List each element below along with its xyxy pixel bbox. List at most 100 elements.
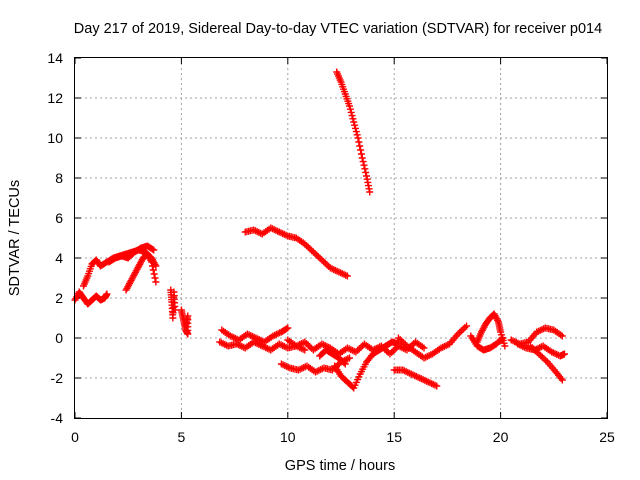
data-point [147,256,155,264]
data-point [303,340,311,348]
data-point [560,350,568,358]
data-point [306,245,314,253]
data-point [346,354,354,362]
data-point [356,142,364,150]
y-tick-label: 0 [55,330,63,346]
series-arc-21 [333,68,374,196]
x-tick-label: 0 [71,429,79,445]
data-point [148,262,156,270]
data-point [537,352,545,360]
data-point [357,150,365,158]
series-arc-1 [71,288,111,308]
y-tick-label: 10 [47,130,63,146]
data-point [558,332,566,340]
data-point [557,374,565,382]
data-point [171,306,179,314]
data-point [389,347,397,355]
y-tick-label: 6 [55,210,63,226]
data-point [355,138,363,146]
data-point [350,118,358,126]
y-axis-ticks: -4 -2 0 2 4 6 8 10 12 14 [47,50,607,426]
data-points [71,68,568,392]
y-tick-label: 4 [55,250,63,266]
y-tick-label: 12 [47,90,63,106]
data-point [366,188,374,196]
data-point [340,359,348,367]
y-tick-label: 2 [55,290,63,306]
data-point [463,322,471,330]
series-arc-16 [467,332,507,354]
data-point [457,327,465,335]
data-point [494,316,502,324]
data-point [346,105,354,113]
data-point [313,251,321,259]
data-point [400,339,408,347]
data-point [148,258,156,266]
series-arc-20 [241,224,351,280]
data-point [301,346,309,354]
data-point [352,128,360,136]
data-point [152,278,160,286]
data-point [351,124,359,132]
data-point [358,154,366,162]
series-arc-19 [526,342,566,384]
data-point [456,328,464,336]
data-point [318,256,326,264]
data-point [360,161,368,169]
x-tick-label: 20 [493,429,509,445]
x-tick-label: 15 [386,429,402,445]
data-point [311,250,319,258]
data-point [283,325,291,333]
data-point [461,324,469,332]
data-point [558,376,566,384]
data-point [323,261,331,269]
data-point [347,108,355,116]
data-point [284,324,292,332]
series-arc-7 [218,324,292,346]
data-point [354,134,362,142]
data-point [346,102,354,110]
data-point [341,360,349,368]
data-point [343,272,351,280]
data-point [501,342,509,350]
data-point [320,258,328,266]
data-point [420,344,428,352]
series-arc-11 [331,338,402,392]
data-point [314,253,322,261]
y-tick-label: 8 [55,170,63,186]
data-point [542,356,550,364]
data-point [150,270,158,278]
data-point [433,382,441,390]
data-point [354,346,362,354]
data-point [321,259,329,267]
data-point [357,146,365,154]
data-point [361,165,369,173]
data-point [497,335,505,343]
plot-frame [74,57,608,419]
data-point [353,131,361,139]
data-point [148,245,156,253]
data-point [151,274,159,282]
data-point [359,158,367,166]
data-point [150,246,158,254]
data-point [349,115,357,123]
data-point [182,322,190,330]
series-arc-4 [105,242,158,266]
data-point [304,243,312,251]
data-point [149,266,157,274]
y-tick-label: -2 [51,370,64,386]
x-axis-label: GPS time / hours [285,458,395,474]
data-point [316,254,324,262]
data-point [362,168,370,176]
x-tick-label: 10 [280,429,296,445]
data-point [538,353,546,361]
y-tick-label: -4 [51,410,64,426]
x-tick-label: 5 [178,429,186,445]
data-point [309,248,317,256]
data-point [351,121,359,129]
data-point [103,290,111,298]
data-point [499,334,507,342]
data-point [540,355,548,363]
x-tick-label: 25 [599,429,615,445]
